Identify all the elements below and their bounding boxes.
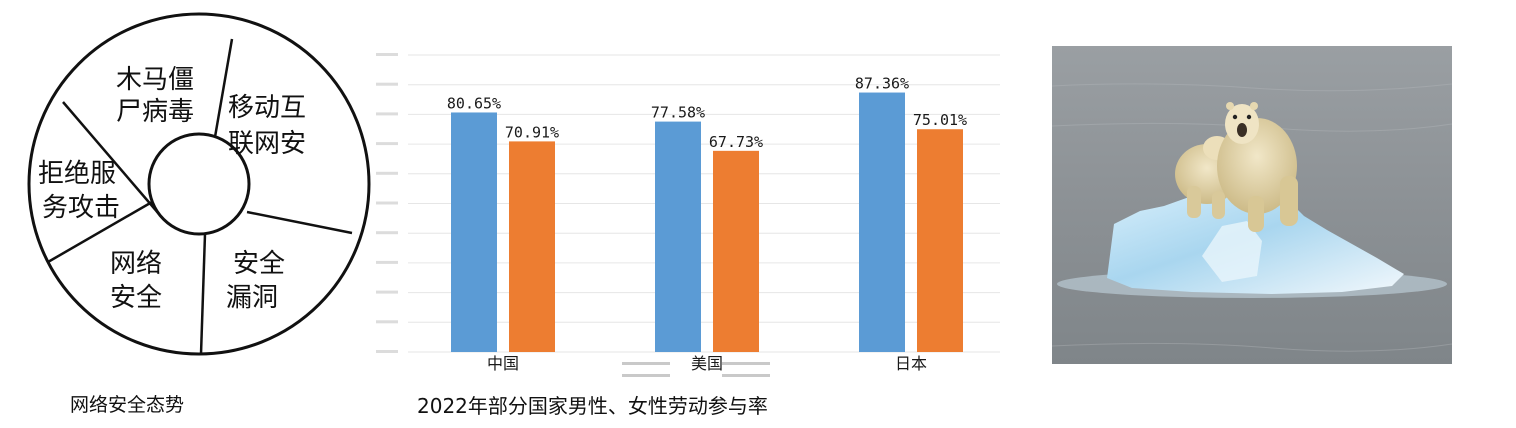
category-label: 中国 bbox=[487, 354, 519, 373]
wheel-segment-network-line2: 安全 bbox=[110, 283, 162, 313]
y-tick-mark bbox=[376, 201, 398, 205]
chart-bars bbox=[451, 92, 963, 352]
wheel-divider bbox=[62, 101, 160, 215]
wheel-segment-mobile-line1: 移动互 bbox=[228, 93, 306, 123]
bar-value-label: 75.01% bbox=[913, 111, 967, 129]
ice-highlight bbox=[1202, 221, 1262, 282]
chart-bar bbox=[859, 92, 905, 352]
bar-value-label: 67.73% bbox=[709, 133, 763, 151]
legend-marker bbox=[722, 374, 770, 377]
security-wheel-panel: 木马僵 尸病毒 移动互 联网安 安全 漏洞 网络 安全 拒绝服 务攻击 网络安全… bbox=[0, 0, 380, 428]
legend-marker bbox=[622, 362, 670, 365]
y-tick-mark bbox=[376, 53, 398, 56]
wheel-segment-ddos-line1: 拒绝服 bbox=[38, 159, 116, 189]
y-tick-mark bbox=[376, 320, 398, 324]
wheel-segment-trojan-line1: 木马僵 bbox=[116, 65, 194, 95]
chart-legend bbox=[622, 362, 770, 377]
wheel-inner-ring bbox=[147, 132, 251, 236]
bar-value-label: 87.36% bbox=[855, 75, 909, 93]
chart-bar bbox=[509, 141, 555, 352]
security-wheel-diagram: 木马僵 尸病毒 移动互 联网安 安全 漏洞 网络 安全 拒绝服 务攻击 bbox=[27, 12, 371, 356]
chart-labels: 80.65%70.91% 中国 77.58%67.73% 美国 87.36%75.01%… bbox=[447, 75, 967, 373]
wheel-divider bbox=[47, 200, 153, 264]
y-tick-mark bbox=[376, 82, 398, 86]
wheel-segment-vulnerability-line2: 漏洞 bbox=[226, 283, 278, 313]
chart-bar bbox=[655, 121, 701, 352]
labor-participation-bar-chart: 80.65%70.91% 中国 77.58%67.73% 美国 87.36%75.01%… bbox=[376, 53, 1000, 377]
bar-value-label: 80.65% bbox=[447, 94, 501, 112]
y-tick-mark bbox=[376, 171, 398, 175]
wheel-segment-trojan-line2: 尸病毒 bbox=[116, 97, 194, 127]
bar-value-label: 77.58% bbox=[651, 104, 705, 122]
legend-marker bbox=[722, 362, 770, 365]
chart-caption: 2022年部分国家男性、女性劳动参与率 bbox=[417, 394, 768, 418]
legend-marker bbox=[622, 374, 670, 377]
wheel-segment-mobile-line2: 联网安 bbox=[228, 129, 306, 159]
wheel-caption: 网络安全态势 bbox=[70, 394, 185, 416]
y-tick-mark bbox=[376, 290, 398, 294]
y-tick-mark bbox=[376, 231, 398, 235]
wheel-divider bbox=[213, 38, 234, 138]
wheel-segment-ddos-line2: 务攻击 bbox=[42, 193, 120, 223]
polar-bear-on-ice-image bbox=[1051, 46, 1453, 364]
polar-bear-photo bbox=[1051, 46, 1453, 364]
labor-participation-chart-panel: 80.65% 70.91% 中国 77.58% 67.73% 美国 87.36% 75.01%… bbox=[370, 0, 1010, 428]
y-tick-mark bbox=[376, 142, 398, 146]
wheel-divider bbox=[246, 210, 353, 235]
bar-value-label: 70.91% bbox=[505, 123, 559, 141]
y-tick-mark bbox=[376, 260, 398, 264]
wheel-segment-network-line1: 网络 bbox=[110, 249, 162, 279]
wheel-segment-vulnerability-line1: 安全 bbox=[233, 249, 285, 279]
wheel-divider bbox=[199, 233, 207, 355]
polar-bear-adult bbox=[1217, 102, 1298, 232]
y-tick-mark bbox=[376, 112, 398, 116]
chart-bar bbox=[917, 129, 963, 352]
wheel-outer-ring bbox=[27, 12, 371, 356]
category-label: 日本 bbox=[895, 354, 927, 373]
category-label: 美国 bbox=[691, 354, 723, 373]
chart-bar bbox=[713, 150, 759, 352]
chart-bar bbox=[451, 112, 497, 352]
y-tick-mark bbox=[376, 350, 398, 353]
